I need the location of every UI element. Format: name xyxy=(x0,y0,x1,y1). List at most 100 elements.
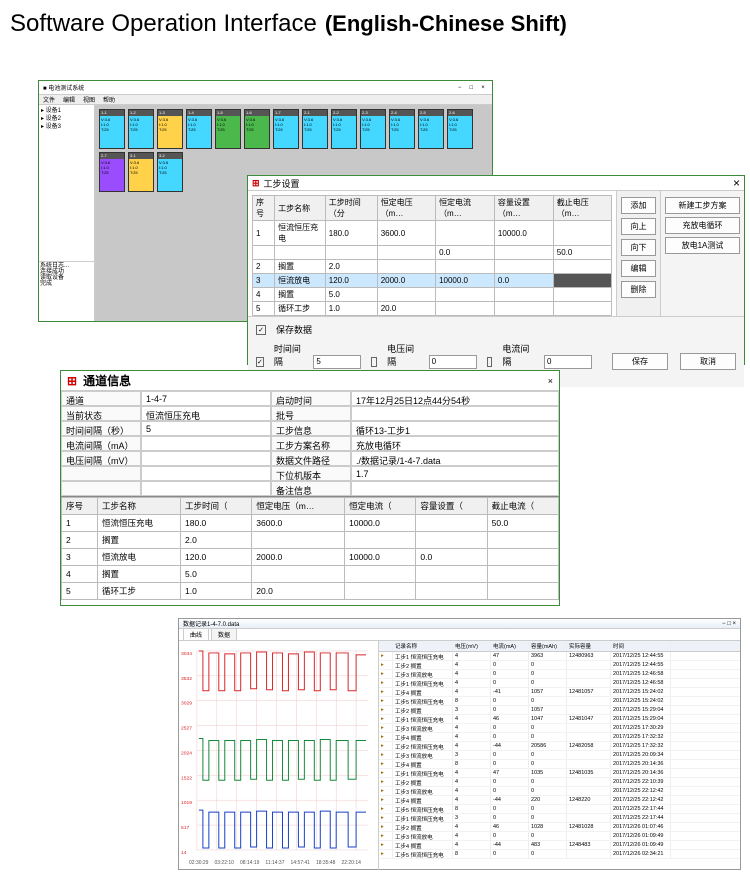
step-action-button[interactable]: 编辑 xyxy=(621,260,656,277)
win4-tabs[interactable]: 曲线数据 xyxy=(179,629,740,641)
curr-interval-input[interactable] xyxy=(544,355,592,369)
data-table-body[interactable]: ▸工步1 恒流恒压充电4473963124809632017/12/25 12:… xyxy=(379,652,740,859)
expand-icon[interactable]: ▸ xyxy=(379,850,393,858)
channel-tile[interactable]: 2-2V:3.6I:1.0T:25 xyxy=(331,109,357,149)
table-row[interactable]: ▸工步3 恒流放电4002017/12/26 01:09:49 xyxy=(379,832,740,841)
time-interval-input[interactable] xyxy=(313,355,361,369)
expand-icon[interactable]: ▸ xyxy=(379,814,393,822)
table-row[interactable]: ▸工步5 恒流恒压充电8002017/12/25 15:24:02 xyxy=(379,697,740,706)
table-row[interactable]: ▸工步1 恒流恒压充电4461047124810472017/12/25 15:… xyxy=(379,715,740,724)
channel-tile[interactable]: 1-5V:3.6I:1.0T:25 xyxy=(215,109,241,149)
menu-item[interactable]: 视图 xyxy=(83,95,95,104)
channel-tile[interactable]: 1-4V:3.6I:1.0T:25 xyxy=(186,109,212,149)
tab[interactable]: 数据 xyxy=(211,628,237,640)
close-icon[interactable]: × xyxy=(732,621,736,627)
expand-icon[interactable]: ▸ xyxy=(379,805,393,813)
table-row[interactable]: ▸工步1 恒流恒压充电3002017/12/25 22:17:44 xyxy=(379,814,740,823)
step-action-button[interactable]: 向上 xyxy=(621,218,656,235)
menu-item[interactable]: 编辑 xyxy=(63,95,75,104)
table-row[interactable]: 2搁置2.0 xyxy=(253,260,612,274)
table-row[interactable]: ▸工步2 搁置4002017/12/25 12:44:55 xyxy=(379,661,740,670)
expand-icon[interactable]: ▸ xyxy=(379,778,393,786)
tree-item[interactable]: ▸ 设备3 xyxy=(41,123,92,131)
close-icon[interactable]: × xyxy=(548,376,553,386)
save-data-checkbox[interactable] xyxy=(256,325,266,335)
table-row[interactable]: ▸工步3 恒流放电4002017/12/25 22:12:42 xyxy=(379,787,740,796)
channel-tile[interactable]: 2-1V:3.6I:1.0T:25 xyxy=(302,109,328,149)
expand-icon[interactable]: ▸ xyxy=(379,841,393,849)
expand-icon[interactable]: ▸ xyxy=(379,715,393,723)
table-row[interactable]: ▸工步4 搁置4-411057124810572017/12/25 15:24:… xyxy=(379,688,740,697)
maximize-icon[interactable]: □ xyxy=(466,85,476,91)
steps-table[interactable]: 序号工步名称工步时间（分恒定电压（m…恒定电流（m…容量设置（m…截止电压（m…… xyxy=(252,195,612,316)
expand-icon[interactable]: ▸ xyxy=(379,724,393,732)
table-row[interactable]: 5循环工步1.020.0 xyxy=(253,302,612,316)
channel-tile[interactable]: 2-6V:3.6I:1.0T:25 xyxy=(447,109,473,149)
channel-tile[interactable]: 1-2V:3.6I:1.0T:25 xyxy=(128,109,154,149)
expand-icon[interactable]: ▸ xyxy=(379,688,393,696)
channel-tile[interactable]: 1-6V:3.6I:1.0T:25 xyxy=(244,109,270,149)
expand-icon[interactable]: ▸ xyxy=(379,733,393,741)
step-action-button[interactable]: 添加 xyxy=(621,197,656,214)
close-icon[interactable]: × xyxy=(478,85,488,91)
channel-tile[interactable]: 2-5V:3.6I:1.0T:25 xyxy=(418,109,444,149)
time-interval-checkbox[interactable] xyxy=(256,357,264,367)
channel-tile[interactable]: 1-3V:3.6I:1.0T:25 xyxy=(157,109,183,149)
table-row[interactable]: 1恒流恒压充电180.03600.010000.0 xyxy=(253,221,612,246)
menu-item[interactable]: 文件 xyxy=(43,95,55,104)
table-row[interactable]: ▸工步3 恒流放电4002017/12/25 17:30:29 xyxy=(379,724,740,733)
channel-tile[interactable]: 2-7V:3.6I:1.0T:25 xyxy=(99,152,125,192)
table-row[interactable]: ▸工步1 恒流恒压充电4473963124809632017/12/25 12:… xyxy=(379,652,740,661)
scheme-button[interactable]: 放电1A测试 xyxy=(665,237,740,254)
device-tree[interactable]: ▸ 设备1▸ 设备2▸ 设备3 xyxy=(39,105,94,261)
table-row[interactable]: 4搁置5.0 xyxy=(253,288,612,302)
save-button[interactable]: 保存 xyxy=(612,353,668,370)
expand-icon[interactable]: ▸ xyxy=(379,679,393,687)
curr-interval-checkbox[interactable] xyxy=(487,357,493,367)
table-row[interactable]: ▸工步2 搁置4002017/12/25 22:10:39 xyxy=(379,778,740,787)
channel-tile[interactable]: 2-3V:3.6I:1.0T:25 xyxy=(360,109,386,149)
expand-icon[interactable]: ▸ xyxy=(379,769,393,777)
volt-interval-input[interactable] xyxy=(429,355,477,369)
expand-icon[interactable]: ▸ xyxy=(379,661,393,669)
table-row[interactable]: ▸工步3 恒流放电3002017/12/25 20:09:34 xyxy=(379,751,740,760)
win1-window-controls[interactable]: − □ × xyxy=(455,85,488,91)
table-row[interactable]: ▸工步1 恒流恒压充电4471035124810352017/12/25 20:… xyxy=(379,769,740,778)
table-row[interactable]: ▸工步4 搁置4002017/12/25 17:32:32 xyxy=(379,733,740,742)
table-row[interactable]: ▸工步5 恒流恒压充电8002017/12/25 22:17:44 xyxy=(379,805,740,814)
table-row[interactable]: ▸工步2 搁置4461028124810282017/12/26 01:07:4… xyxy=(379,823,740,832)
menu-item[interactable]: 帮助 xyxy=(103,95,115,104)
expand-icon[interactable]: ▸ xyxy=(379,760,393,768)
table-row[interactable]: ▸工步4 搁置4-4422012482202017/12/25 22:12:42 xyxy=(379,796,740,805)
expand-icon[interactable]: ▸ xyxy=(379,670,393,678)
tree-item[interactable]: ▸ 设备1 xyxy=(41,107,92,115)
table-row[interactable]: ▸工步4 搁置4-4448312484832017/12/26 01:09:49 xyxy=(379,841,740,850)
expand-icon[interactable]: ▸ xyxy=(379,823,393,831)
step-action-button[interactable]: 向下 xyxy=(621,239,656,256)
minimize-icon[interactable]: − xyxy=(455,85,465,91)
scheme-button[interactable]: 充放电循环 xyxy=(665,217,740,234)
table-row[interactable]: ▸工步1 恒流恒压充电4002017/12/25 12:46:58 xyxy=(379,679,740,688)
maximize-icon[interactable]: □ xyxy=(727,621,731,627)
table-row[interactable]: 3恒流放电120.02000.010000.00.0 xyxy=(253,274,612,288)
tab[interactable]: 曲线 xyxy=(183,628,209,640)
channel-tile[interactable]: 1-1V:3.6I:1.0T:25 xyxy=(99,109,125,149)
win4-window-controls[interactable]: − □ × xyxy=(722,621,736,627)
close-icon[interactable]: × xyxy=(733,176,740,190)
expand-icon[interactable]: ▸ xyxy=(379,652,393,660)
expand-icon[interactable]: ▸ xyxy=(379,742,393,750)
expand-icon[interactable]: ▸ xyxy=(379,796,393,804)
expand-icon[interactable]: ▸ xyxy=(379,751,393,759)
minimize-icon[interactable]: − xyxy=(722,621,726,627)
cancel-button[interactable]: 取消 xyxy=(680,353,736,370)
channel-tile[interactable]: 3-2V:3.6I:1.0T:25 xyxy=(157,152,183,192)
table-row[interactable]: ▸工步2 恒流恒压充电4-4420586124820582017/12/25 1… xyxy=(379,742,740,751)
table-row[interactable]: ▸工步3 恒流放电4002017/12/25 12:46:58 xyxy=(379,670,740,679)
volt-interval-checkbox[interactable] xyxy=(371,357,377,367)
table-row[interactable]: ▸工步5 恒流恒压充电8002017/12/26 02:34:21 xyxy=(379,850,740,859)
expand-icon[interactable]: ▸ xyxy=(379,832,393,840)
channel-tile[interactable]: 3-1V:3.6I:1.0T:25 xyxy=(128,152,154,192)
win1-menubar[interactable]: 文件编辑视图帮助 xyxy=(39,95,492,105)
table-row[interactable]: 0.050.0 xyxy=(253,246,612,260)
expand-icon[interactable]: ▸ xyxy=(379,706,393,714)
